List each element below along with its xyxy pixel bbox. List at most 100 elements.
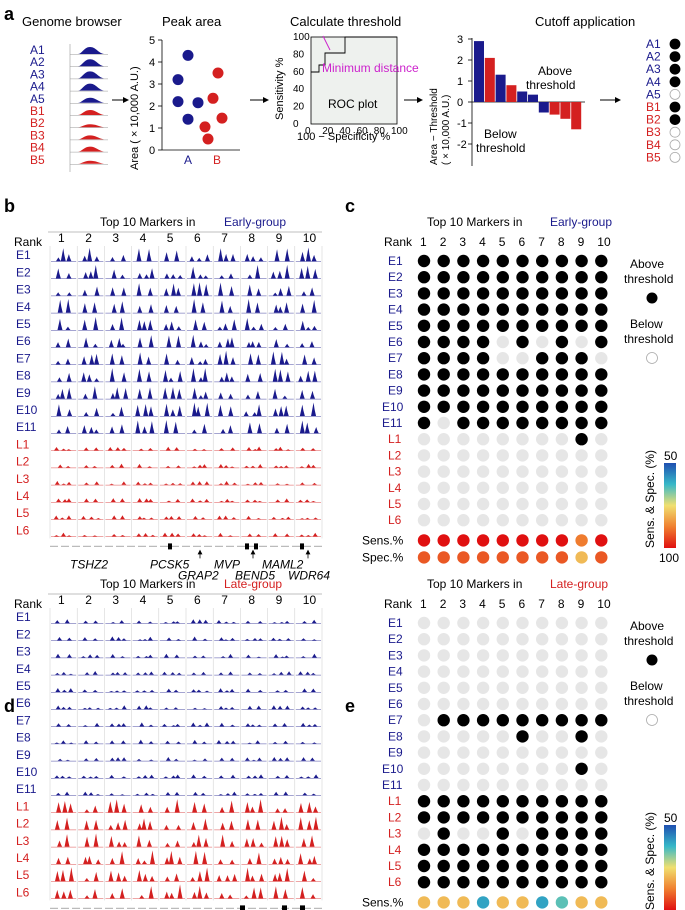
roc-plot: Minimum distance ROC plot Sensitivity % … — [274, 32, 419, 143]
track-peak — [160, 403, 184, 416]
track-peak — [133, 420, 157, 434]
dot-below-threshold — [516, 616, 529, 630]
dot-above-threshold — [555, 384, 569, 397]
track-peak — [52, 758, 76, 761]
track-peak — [106, 463, 130, 468]
track-peak — [79, 637, 103, 641]
track-peak — [79, 689, 103, 692]
track-peak — [160, 884, 184, 899]
panel-c-title-group: Early-group — [550, 215, 612, 229]
sens-dot — [555, 896, 569, 909]
dot-above-threshold — [595, 795, 608, 808]
dot-above-threshold — [457, 400, 470, 413]
dot-above-threshold — [437, 303, 450, 316]
dot-below-threshold — [496, 697, 509, 711]
track-peak — [242, 390, 266, 399]
track-row-label: E11 — [16, 782, 37, 796]
dot-below-threshold — [496, 514, 509, 527]
dot-below-threshold — [457, 465, 470, 478]
track-peak — [79, 670, 103, 675]
track-peak — [79, 819, 103, 830]
dot-below-threshold — [536, 449, 549, 462]
dot-above-threshold — [476, 795, 490, 808]
panel-letter-b: b — [4, 196, 15, 216]
track-peak — [160, 353, 184, 365]
dot-below-threshold — [555, 481, 569, 494]
track-peak — [242, 464, 266, 468]
track-peak — [106, 254, 130, 262]
dot-row-label: E1 — [388, 254, 403, 268]
track-peak — [296, 447, 320, 451]
track-peak — [242, 341, 266, 348]
dot-below-threshold — [496, 649, 509, 662]
track-peak — [296, 402, 320, 416]
track-peak — [52, 834, 76, 847]
dot-below-threshold — [536, 778, 549, 792]
track-peak — [133, 722, 157, 727]
dot-below-threshold — [516, 681, 529, 694]
track-peak — [296, 706, 320, 710]
dot-row-label: L1 — [388, 432, 402, 446]
dot-below-threshold — [516, 633, 529, 646]
dot-below-threshold — [536, 649, 549, 662]
dot-below-threshold — [555, 762, 569, 775]
track-peak — [296, 265, 320, 279]
dot-above-threshold — [476, 416, 490, 430]
gene-label: TSHZ2 — [70, 557, 108, 571]
track-peak — [79, 871, 103, 882]
track-peak — [188, 655, 212, 658]
dot-above-threshold — [457, 416, 470, 430]
dot-below-threshold — [457, 616, 470, 630]
track-peak — [52, 268, 76, 279]
scatter-ytick-label: 2 — [149, 101, 155, 113]
track-peak — [133, 463, 157, 468]
track-row-label: E3 — [16, 283, 31, 297]
legend-below-1: Below — [630, 317, 663, 331]
dot-above-threshold — [595, 287, 608, 300]
colorbar-title: Sens. & Spec. (%) — [643, 812, 657, 910]
panel-e-title-prefix: Top 10 Markers in — [427, 577, 522, 591]
track-peak — [242, 819, 266, 830]
dot-above-threshold — [516, 303, 529, 316]
track-row-label: E1 — [16, 610, 31, 624]
track-peak — [269, 774, 293, 778]
track-peak — [242, 372, 266, 382]
rank-number: 4 — [140, 231, 147, 245]
panel-d-rank-label: Rank — [14, 597, 43, 611]
dot-below-threshold — [595, 697, 608, 711]
dot-below-threshold — [457, 481, 470, 494]
track-peak — [242, 499, 266, 502]
sample-label: A1 — [30, 43, 45, 57]
roc-ytick-label: 40 — [293, 84, 305, 95]
track-peak — [79, 316, 103, 330]
track-peak — [188, 498, 212, 502]
dot-below-threshold — [536, 465, 549, 478]
track-peak — [269, 533, 293, 537]
sample-label: B3 — [30, 128, 45, 142]
track-peak — [296, 482, 320, 485]
track-peak — [188, 818, 212, 830]
gene-label: GRAP2 — [178, 568, 219, 582]
dot-above-threshold — [555, 287, 569, 300]
track-peak — [160, 498, 184, 502]
dot-above-threshold — [536, 368, 549, 381]
track-row-label: L3 — [16, 834, 30, 848]
track-peak — [106, 888, 130, 899]
legend-below-2: threshold — [624, 332, 673, 346]
dot-above-threshold — [575, 843, 588, 856]
track-peak — [160, 516, 184, 520]
rank-number: 7 — [538, 235, 545, 249]
dot-above-threshold — [417, 303, 431, 316]
track-peak — [79, 407, 103, 416]
genome-peak — [72, 59, 108, 67]
roc-ytick-label: 100 — [293, 32, 310, 43]
dot-row-label: E6 — [388, 335, 403, 349]
track-peak — [296, 370, 320, 382]
track-peak — [188, 254, 212, 262]
dot-above-threshold — [496, 714, 509, 727]
track-peak — [296, 853, 320, 864]
rank-number: 6 — [194, 231, 201, 245]
dot-above-threshold — [516, 795, 529, 808]
track-peak — [296, 638, 320, 641]
dot-below-threshold — [417, 616, 431, 630]
